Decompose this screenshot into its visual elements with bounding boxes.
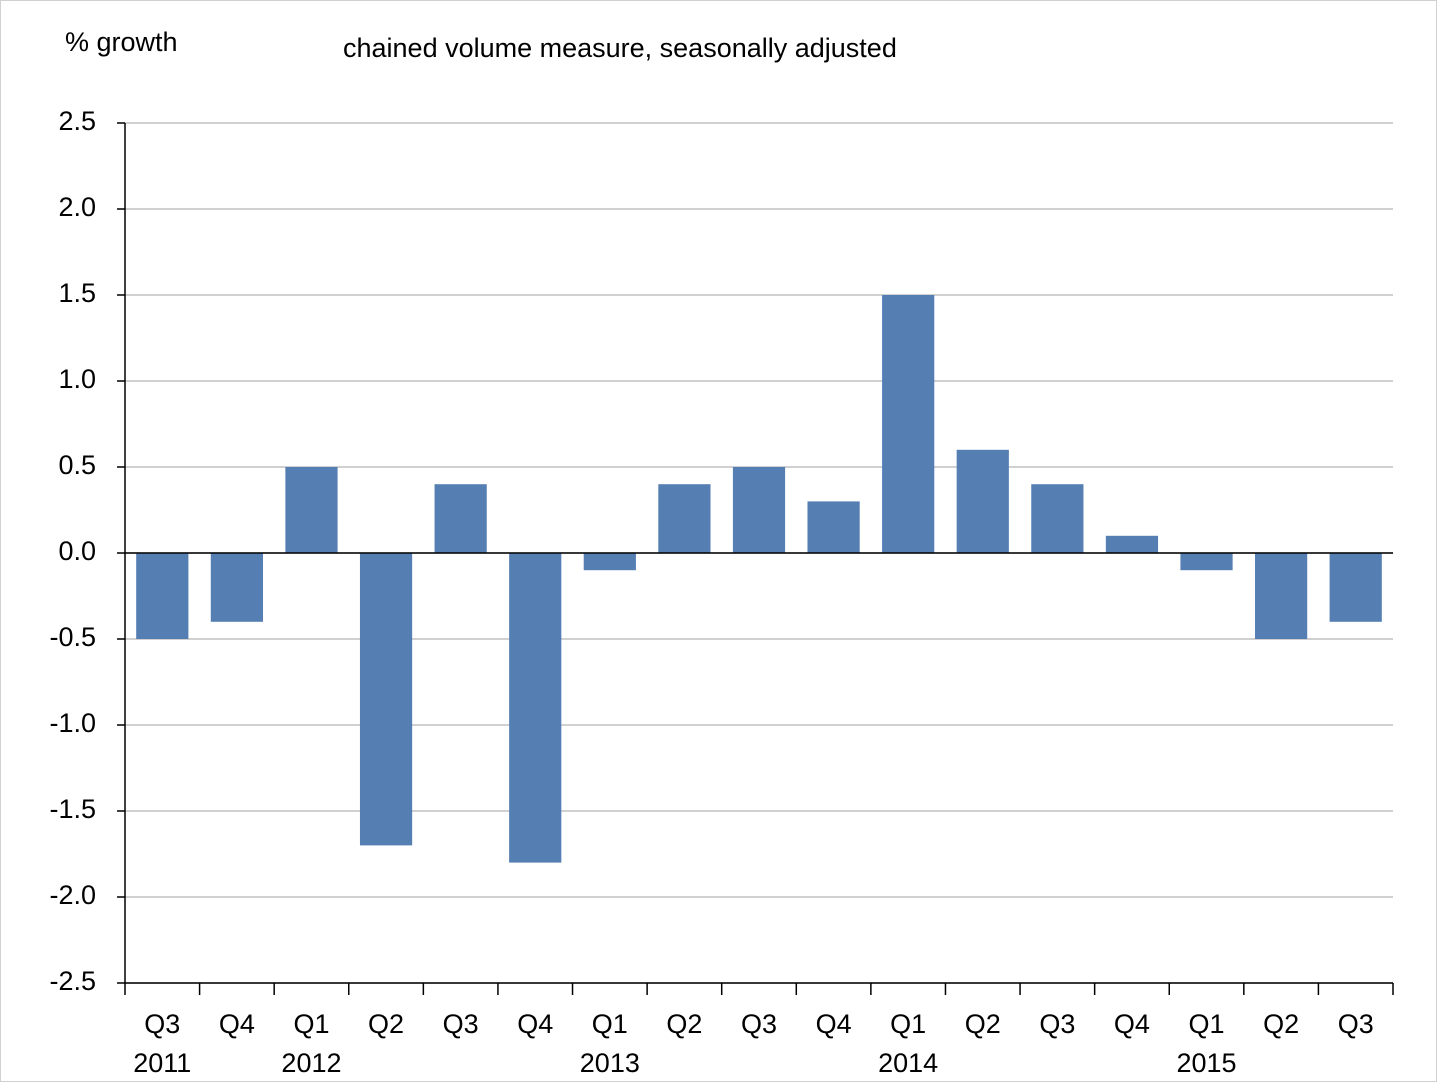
y-tick-label: -2.0 bbox=[49, 880, 96, 910]
bar bbox=[882, 295, 935, 553]
y-tick-label: -1.5 bbox=[49, 794, 96, 824]
x-tick-label: Q1 bbox=[1189, 1009, 1225, 1039]
x-tick-label: Q4 bbox=[816, 1009, 852, 1039]
bar bbox=[658, 484, 711, 553]
y-tick-label: 2.0 bbox=[58, 192, 96, 222]
bar bbox=[807, 501, 860, 553]
chart-subtitle: chained volume measure, seasonally adjus… bbox=[343, 33, 897, 63]
x-tick-label: Q3 bbox=[443, 1009, 479, 1039]
x-year-label: 2014 bbox=[878, 1048, 938, 1078]
x-tick-label: Q4 bbox=[219, 1009, 255, 1039]
y-tick-label: 2.5 bbox=[58, 106, 96, 136]
bar bbox=[136, 553, 189, 639]
x-year-label: 2013 bbox=[580, 1048, 640, 1078]
bar bbox=[1105, 535, 1159, 553]
y-tick-label: -1.0 bbox=[49, 708, 96, 738]
x-year-label: 2012 bbox=[281, 1048, 341, 1078]
x-tick-label: Q1 bbox=[293, 1009, 329, 1039]
x-tick-label: Q4 bbox=[517, 1009, 553, 1039]
x-tick-label: Q1 bbox=[890, 1009, 926, 1039]
y-tick-label: -2.5 bbox=[49, 966, 96, 996]
y-tick-label: 0.0 bbox=[58, 536, 96, 566]
x-year-label: 2011 bbox=[133, 1048, 191, 1078]
y-tick-label: 1.5 bbox=[58, 278, 96, 308]
bar bbox=[1031, 484, 1084, 553]
bar bbox=[1180, 553, 1233, 571]
x-tick-label: Q4 bbox=[1114, 1009, 1150, 1039]
x-tick-label: Q2 bbox=[666, 1009, 702, 1039]
y-tick-label: 1.0 bbox=[58, 364, 96, 394]
bar bbox=[732, 467, 786, 553]
y-tick-label: 0.5 bbox=[58, 450, 96, 480]
x-tick-label: Q2 bbox=[965, 1009, 1001, 1039]
x-tick-label: Q3 bbox=[1338, 1009, 1374, 1039]
x-tick-label: Q2 bbox=[368, 1009, 404, 1039]
x-tick-label: Q2 bbox=[1263, 1009, 1299, 1039]
bar bbox=[509, 553, 562, 863]
bar bbox=[434, 484, 487, 553]
bar bbox=[359, 553, 413, 846]
bar bbox=[956, 449, 1009, 553]
bar bbox=[1329, 553, 1382, 622]
bar bbox=[285, 467, 338, 553]
x-tick-label: Q3 bbox=[1039, 1009, 1075, 1039]
bar bbox=[210, 553, 263, 622]
x-tick-label: Q3 bbox=[741, 1009, 777, 1039]
x-tick-label: Q1 bbox=[592, 1009, 628, 1039]
x-tick-label: Q3 bbox=[144, 1009, 180, 1039]
bar bbox=[583, 553, 636, 571]
x-year-label: 2015 bbox=[1176, 1048, 1236, 1078]
y-tick-label: -0.5 bbox=[49, 622, 96, 652]
y-axis-label: % growth bbox=[65, 27, 178, 57]
bar bbox=[1255, 553, 1308, 639]
